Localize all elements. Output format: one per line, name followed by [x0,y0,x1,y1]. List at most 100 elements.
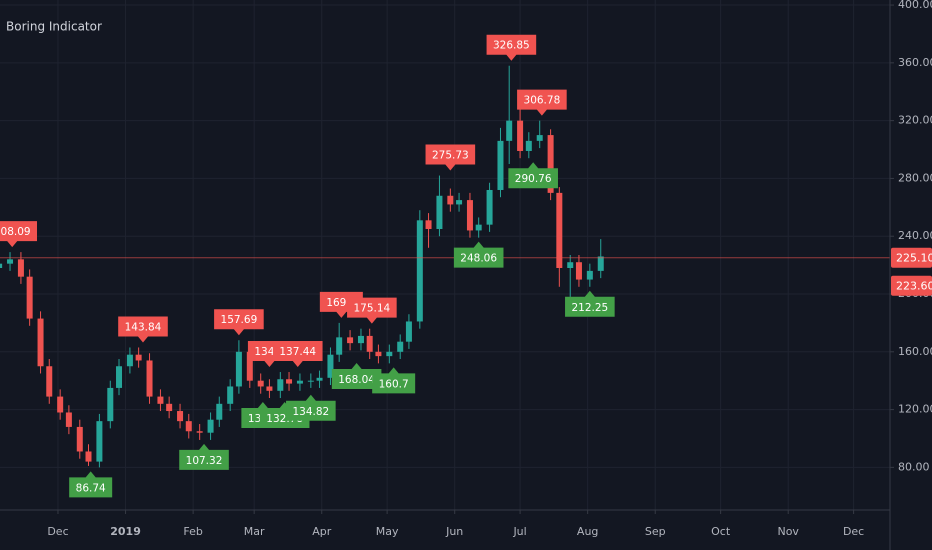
candle-body [235,351,242,387]
marker-box [214,309,264,336]
low-marker: 107.32 [179,443,229,470]
candle-body [26,276,33,319]
candle-body [357,335,364,344]
marker-label: 160.7 [379,378,409,390]
high-marker: 275.73 [425,144,476,171]
candle-body [307,380,314,382]
marker-box [565,290,615,317]
candle-body [286,379,293,384]
y-tick-label: 120.00 [898,403,932,416]
candle-body [116,366,123,388]
candle-body [216,403,223,420]
low-marker: 212.25 [565,290,615,317]
marker-box [508,162,558,189]
candle-body [575,262,582,280]
candle-body [166,403,173,412]
marker-label: 168.04 [338,374,375,386]
x-tick-label: Dec [843,525,864,538]
high-marker: 137.44 [272,341,323,368]
x-tick-label: Dec [47,525,68,538]
x-tick-label: May [376,525,399,538]
candle-body [257,380,264,387]
y-tick-label: 400.00 [898,0,932,11]
candle-body [85,451,92,462]
marker-box [453,241,504,268]
y-tick-label: 160.00 [898,345,932,358]
high-marker: 143.84 [118,316,168,343]
x-tick-label: Jul [512,525,526,538]
marker-label: 175.14 [353,303,390,315]
low-marker: 86.74 [69,471,113,498]
candle-body [556,192,563,269]
low-marker: 290.76 [508,162,558,189]
marker-label: 326.85 [493,40,530,52]
candle-body [425,220,432,229]
x-tick-label: Feb [183,525,202,538]
candle-body [436,195,443,229]
x-tick-label: Mar [244,525,265,538]
candle-body [416,220,423,322]
candle-body [96,421,103,462]
candle-body [185,421,192,432]
marker-box [372,367,416,394]
candle-body [207,419,214,433]
low-marker: 248.06 [453,241,504,268]
candle-body [456,200,463,205]
marker-label: 306.78 [524,95,561,107]
candle-body [497,140,504,190]
candle-body [196,431,203,433]
candle-body [37,318,44,367]
candle-body [107,387,114,422]
candle-body [375,351,382,357]
marker-label: 86.74 [76,482,106,494]
x-tick-label: Apr [312,525,332,538]
high-marker: 306.78 [517,89,567,116]
candle-body [76,426,83,452]
candle-body [135,354,142,361]
price-tag [891,247,932,268]
candle-body [57,396,64,413]
candle-body [506,120,513,141]
high-marker: 175.14 [347,297,397,324]
high-marker: 326.85 [486,34,537,61]
candle-body [246,351,253,381]
marker-label: 107.32 [186,455,223,467]
y-tick-label: 240.00 [898,229,932,242]
marker-box [272,341,323,368]
candle-body [486,189,493,225]
candle-body [567,262,574,269]
candle-body [227,386,234,404]
x-tick-label: Jun [445,525,463,538]
candle-body [517,120,524,151]
candle-body [327,354,334,378]
candle-body [397,341,404,352]
candle-body [296,380,303,384]
candle-body [316,377,323,381]
candle-body [366,335,373,352]
price-tag [891,275,932,296]
candle-body [46,366,53,397]
candle-body [277,379,284,391]
candle-body [65,412,72,427]
candle-body [146,360,153,397]
x-tick-label: Oct [711,525,731,538]
price-tag-label: 223.60 [896,280,932,293]
marker-label: 248.06 [460,253,497,265]
low-marker: 168.04 [331,363,382,390]
marker-box [286,394,336,421]
x-tick-label: 2019 [110,525,141,538]
marker-box [0,221,38,248]
marker-label: 275.73 [432,150,469,162]
high-marker: 208.09 [0,221,38,248]
candle-body [525,140,532,151]
candle-body [7,259,14,264]
candle-body [17,259,24,277]
candle-body [386,351,393,357]
candle-body [177,411,184,422]
candle-body [466,200,473,231]
marker-box [486,34,537,61]
marker-box [517,89,567,116]
candle-body [347,337,354,344]
